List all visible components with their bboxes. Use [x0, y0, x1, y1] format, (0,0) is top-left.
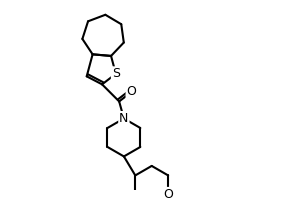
- Text: N: N: [119, 112, 129, 125]
- Text: S: S: [112, 67, 120, 80]
- Text: O: O: [163, 188, 173, 200]
- Text: O: O: [127, 85, 136, 98]
